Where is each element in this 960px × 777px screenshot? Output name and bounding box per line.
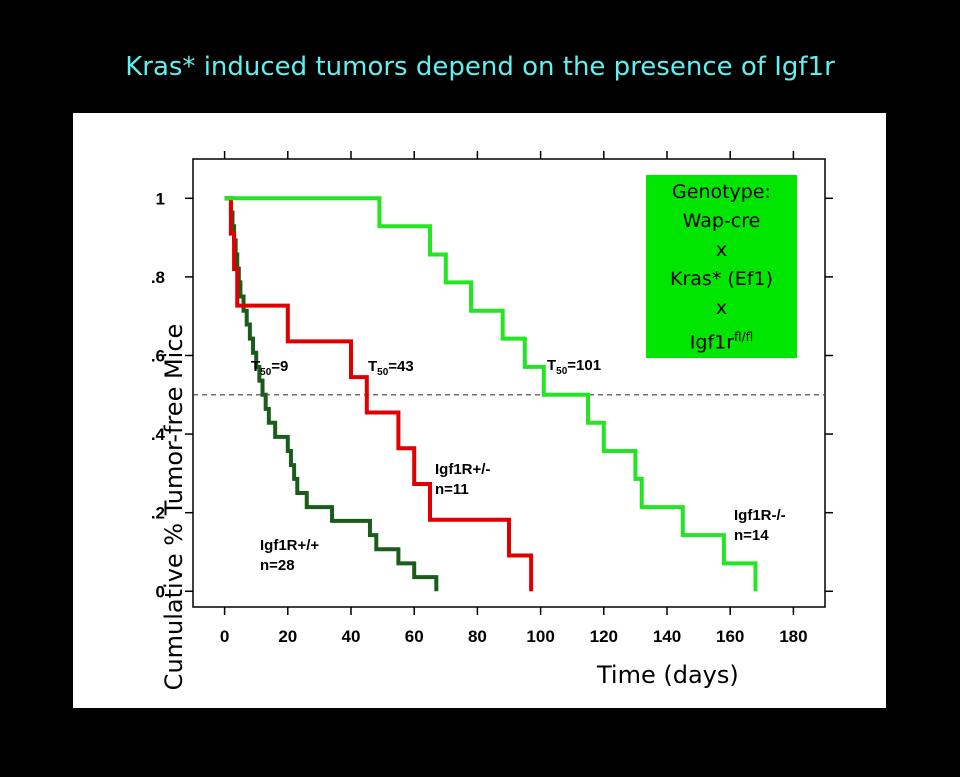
genotype-igf1r-sup: fl/fl [734, 330, 754, 344]
plot-frame [192, 158, 826, 608]
group-wt-label: Igf1R+/+ n=28 [260, 537, 320, 574]
chart-figure: 0 20 40 60 80 100 120 140 160 180 0 .2 .4 .6 .8 1 Cumul… [73, 113, 886, 708]
y-axis-label: Cumulative % Tumor-free Mice [160, 323, 188, 691]
x-tick-label: 80 [468, 627, 487, 646]
x-tick-label: 20 [278, 627, 297, 646]
group-ko-label: Igf1R-/- n=14 [734, 507, 786, 544]
chart-svg: 0 20 40 60 80 100 120 140 160 180 0 .2 .4 .6 .8 1 [151, 151, 833, 646]
x-tick-label: 160 [716, 627, 744, 646]
genotype-cross-1: x [715, 239, 728, 261]
x-tick-label: 60 [405, 627, 424, 646]
group-het-label: Igf1R+/- n=11 [435, 461, 491, 498]
genotype-wap-cre: Wap-cre [682, 210, 761, 232]
x-tick-label: 120 [590, 627, 618, 646]
y-tick-label: .8 [151, 268, 165, 287]
t50-het-label: T50=43 [368, 358, 414, 378]
series-line-igf1r [224, 196, 758, 592]
x-tick-label: 100 [526, 627, 554, 646]
x-tick-label: 140 [653, 627, 681, 646]
x-tick-label: 0 [220, 627, 229, 646]
y-tick-label: .4 [151, 425, 166, 444]
y-tick-label: 0 [156, 582, 165, 601]
genotype-igf1r: Igf1rfl/fl [646, 323, 797, 357]
genotype-heading: Genotype: [672, 181, 771, 203]
genotype-igf1r-base: Igf1r [689, 331, 735, 354]
y-tick-label: .6 [151, 346, 165, 365]
genotype-kras: Kras* (Ef1) [670, 268, 773, 290]
t50-wt-label: T50=9 [251, 358, 289, 378]
genotype-cross-2: x [715, 297, 728, 319]
t50-ko-label: T50=101 [547, 357, 602, 377]
y-tick-label: .2 [151, 504, 165, 523]
y-tick-label: 1 [156, 189, 165, 208]
genotype-box: Genotype: Wap-cre x Kras* (Ef1) x Igf1rf… [646, 175, 797, 358]
x-tick-label: 180 [779, 627, 807, 646]
slide-title: Kras* induced tumors depend on the prese… [125, 52, 835, 82]
series-line-igf1r [224, 196, 534, 592]
x-tick-label: 40 [342, 627, 361, 646]
x-axis-label: Time (days) [597, 661, 739, 689]
